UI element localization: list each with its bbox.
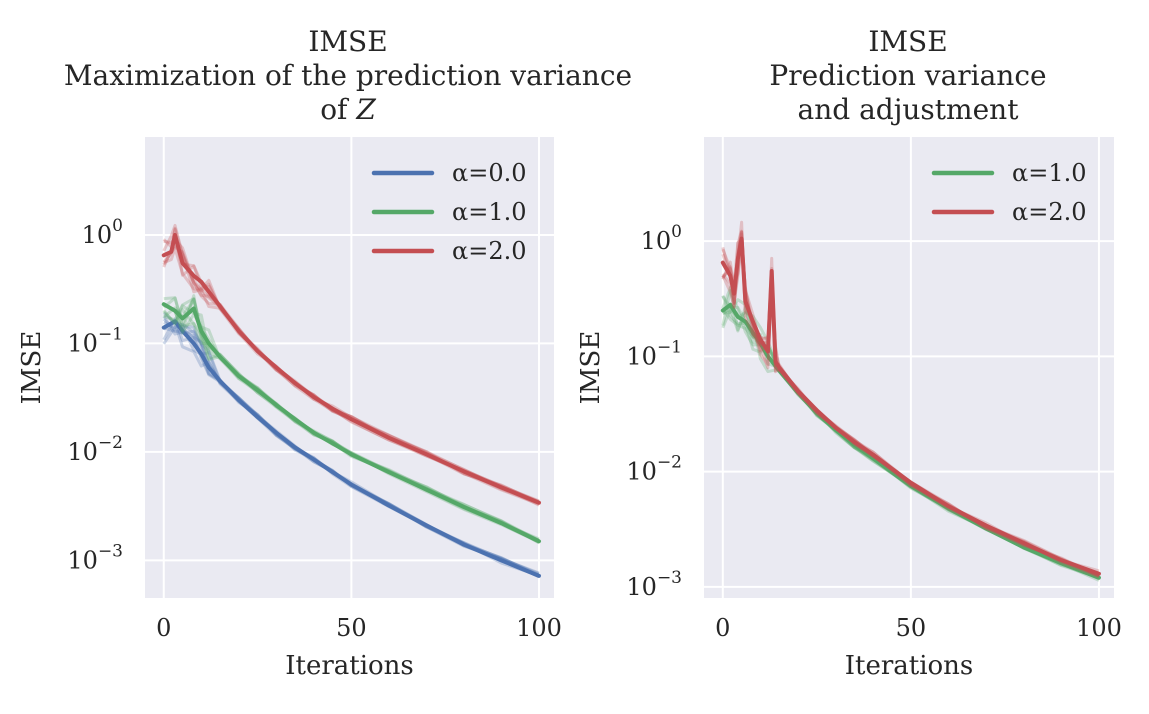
y-axis-label: IMSE: [576, 331, 606, 405]
series-group: [161, 223, 541, 579]
plot-area: [145, 137, 554, 598]
series-line-2: [161, 302, 541, 544]
x-tick-label: 100: [1076, 614, 1122, 642]
series-line-1: [161, 319, 541, 578]
x-tick-label: 0: [156, 614, 171, 642]
chart-title-line: of Z: [320, 93, 376, 126]
chart-panel-2: 0 50 10010010−110−210−3IterationsIMSEIMSEP…: [576, 25, 1122, 681]
series-group: [720, 220, 1101, 582]
legend-label: α=1.0: [1012, 159, 1086, 187]
legend-label: α=1.0: [452, 198, 526, 226]
x-tick-label: 100: [516, 614, 562, 642]
series-line-3: [161, 232, 541, 505]
y-tick-label: 10−3: [626, 568, 682, 601]
y-tick-label: 100: [82, 216, 123, 249]
chart-title-line: and adjustment: [798, 93, 1020, 126]
x-tick-label: 50: [896, 614, 927, 642]
y-tick-label: 10−2: [67, 433, 123, 466]
y-tick-label: 10−2: [626, 453, 682, 486]
chart-panel-1: 0 50 10010010−110−210−3IterationsIMSEIMSEM…: [17, 25, 632, 681]
y-axis-label: IMSE: [17, 331, 47, 405]
chart-title-line: IMSE: [868, 25, 947, 58]
series-line-1: [720, 302, 1101, 580]
chart-title-line: Prediction variance: [769, 59, 1046, 92]
x-tick-label: 50: [336, 614, 367, 642]
x-axis-label: Iterations: [285, 651, 414, 681]
y-tick-label: 10−1: [626, 337, 682, 370]
legend-label: α=2.0: [1012, 198, 1086, 226]
legend-label: α=2.0: [452, 237, 526, 265]
y-tick-label: 10−1: [67, 324, 123, 357]
y-tick-label: 10−3: [67, 541, 123, 574]
chart-title-line: IMSE: [308, 25, 387, 58]
plot-area: [704, 137, 1114, 598]
y-tick-label: 100: [641, 222, 682, 255]
x-tick-label: 0: [715, 614, 730, 642]
chart-title-line: Maximization of the prediction variance: [64, 59, 632, 92]
x-axis-label: Iterations: [845, 651, 974, 681]
legend-label: α=0.0: [452, 159, 526, 187]
series-line-2: [720, 236, 1101, 576]
